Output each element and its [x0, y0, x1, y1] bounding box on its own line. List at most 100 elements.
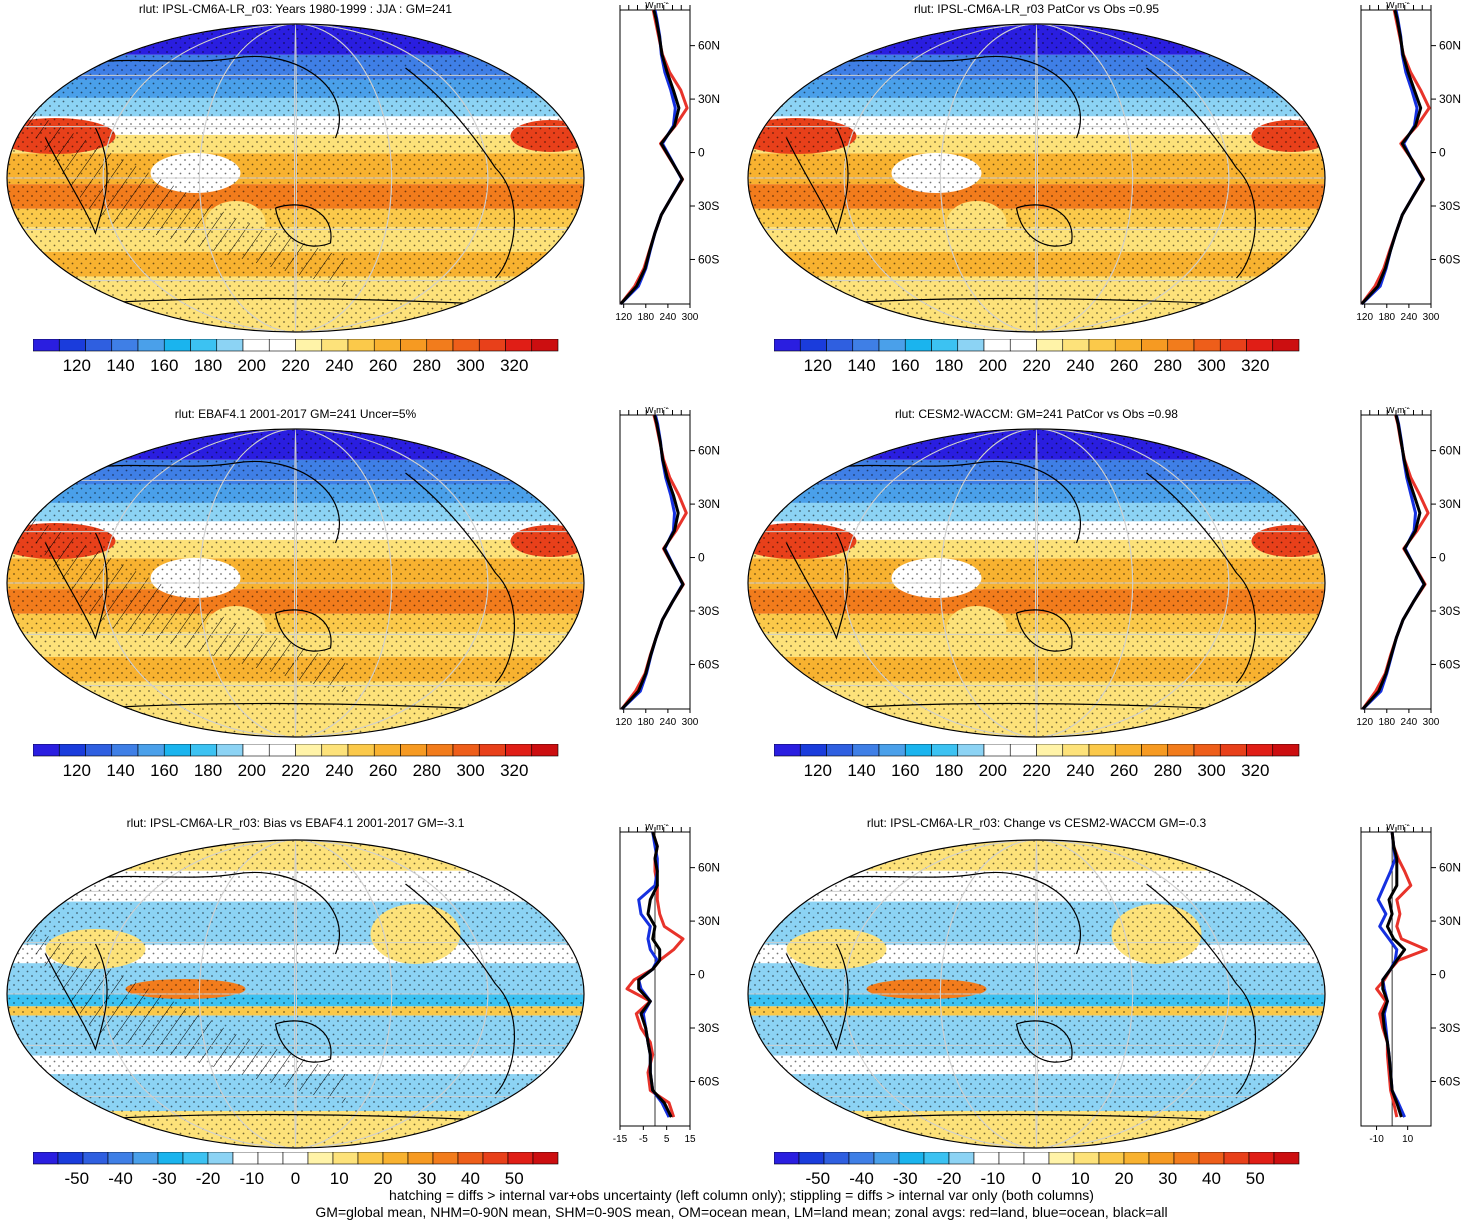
colorbar-tick-label: 120 [804, 356, 832, 375]
profile-unit: W m-2 [645, 2, 669, 10]
colorbar-swatch [1088, 744, 1116, 757]
colorbar-swatch [774, 1152, 800, 1165]
hatching-region [7, 914, 346, 1104]
profile-frame [1360, 9, 1432, 305]
profile-line-all [1381, 831, 1407, 1118]
zonal-profile: W m-2 60N 30N 0 30S 60S 120 180 240 300 [1356, 2, 1461, 323]
panel-title: rlut: IPSL-CM6A-LR_r03: Change vs CESM2-… [866, 816, 1207, 830]
lat-tick-label: 30N [698, 92, 720, 106]
colorbar-swatch [432, 1152, 459, 1165]
colorbar-swatch [1246, 744, 1274, 757]
zonal-profile: W m-2 60N 30N 0 30S 60S -10 10 [1360, 824, 1461, 1145]
colorbar-swatch [33, 1152, 59, 1165]
profile-line-ocean [1360, 9, 1425, 306]
colorbar-swatch [1062, 339, 1090, 352]
colorbar-tick-label: 200 [979, 761, 1007, 780]
profile-frame [619, 9, 691, 305]
profile-x-tick-label: 240 [1401, 312, 1418, 323]
colorbar-swatch [1023, 1152, 1050, 1165]
colorbar-tick-label: 220 [281, 761, 309, 780]
profile-line-land [620, 414, 688, 710]
colorbar-swatch [242, 339, 270, 352]
zonal-profile: W m-2 60N 30N 0 30S 60S 120 180 240 300 [615, 2, 720, 323]
colorbar-swatch [1273, 1152, 1300, 1165]
colorbar-swatch [904, 744, 932, 757]
lat-tick-label: 0 [698, 551, 705, 565]
colorbar-tick-label: 260 [1110, 356, 1138, 375]
profile-x-tick-label: -5 [639, 1134, 648, 1145]
colorbar-swatch [452, 339, 480, 352]
profile-x-tick-label: 180 [637, 717, 654, 728]
profile-line-ocean [1361, 414, 1426, 711]
colorbar-swatch [216, 744, 244, 757]
colorbar-swatch [426, 339, 454, 352]
colorbar-swatch [1141, 744, 1169, 757]
colorbar-tick-label: 10 [1071, 1169, 1090, 1188]
lat-tick-label: 0 [698, 968, 705, 982]
profile-line-all [1360, 9, 1425, 306]
colorbar-tick-label: 260 [369, 761, 397, 780]
colorbar-swatch [1062, 744, 1090, 757]
colorbar-tick-label: 50 [1246, 1169, 1265, 1188]
colorbar-tick-label: 300 [1197, 761, 1225, 780]
map-field [7, 24, 584, 332]
profile-x-tick-label: 300 [682, 312, 699, 323]
colorbar: -50 -40 -30 -20 -10 0 10 20 30 40 50 [774, 1152, 1300, 1188]
colorbar-swatch [321, 339, 349, 352]
colorbar-tick-label: 300 [1197, 356, 1225, 375]
colorbar-tick-label: 50 [505, 1169, 524, 1188]
colorbar-tick-label: 160 [150, 761, 178, 780]
profile-line-ocean [619, 9, 684, 306]
colorbar-tick-label: 40 [461, 1169, 480, 1188]
colorbar-tick-label: 260 [1110, 761, 1138, 780]
map-field [7, 429, 584, 737]
colorbar-tick-label: 220 [281, 356, 309, 375]
lat-tick-label: 0 [1439, 551, 1446, 565]
colorbar-swatch [1173, 1152, 1200, 1165]
colorbar-swatch [1148, 1152, 1175, 1165]
colorbar-swatch [216, 339, 244, 352]
lat-tick-label: 30N [1439, 914, 1461, 928]
colorbar-tick-label: 280 [413, 761, 441, 780]
colorbar-swatch [1088, 339, 1116, 352]
colorbar-swatch [232, 1152, 259, 1165]
profile-x-tick-label: 300 [1423, 312, 1440, 323]
profile-x-tick-label: 10 [1402, 1134, 1414, 1145]
colorbar-tick-label: 120 [63, 761, 91, 780]
panel-title: rlut: IPSL-CM6A-LR_r03: Bias vs EBAF4.1 … [126, 816, 465, 830]
colorbar-swatch [347, 339, 375, 352]
lat-tick-label: 60N [1439, 861, 1461, 875]
colorbar-tick-label: -50 [805, 1169, 830, 1188]
colorbar: 120 140 160 180 200 220 240 260 280 300 320 [33, 744, 559, 780]
profile-x-tick-label: 120 [1356, 312, 1373, 323]
colorbar-tick-label: 320 [1241, 356, 1269, 375]
profile-line-land [619, 9, 689, 305]
colorbar-swatch [107, 1152, 134, 1165]
profile-x-tick-label: 240 [660, 717, 677, 728]
panel-title: rlut: EBAF4.1 2001-2017 GM=241 Uncer=5% [174, 407, 417, 421]
colorbar-swatch [382, 1152, 409, 1165]
map-plot [6, 23, 585, 333]
map-plot [747, 428, 1326, 738]
colorbar-tick-label: 240 [1066, 761, 1094, 780]
colorbar-tick-label: 0 [1032, 1169, 1041, 1188]
profile-x-tick-label: 300 [1423, 717, 1440, 728]
colorbar-swatch [799, 744, 827, 757]
colorbar-swatch [400, 744, 428, 757]
colorbar: 120 140 160 180 200 220 240 260 280 300 320 [33, 339, 559, 375]
lat-tick-label: 30N [698, 914, 720, 928]
colorbar-swatch [983, 744, 1011, 757]
colorbar-swatch [774, 744, 801, 757]
colorbar-tick-label: -20 [937, 1169, 962, 1188]
map-plot [747, 23, 1326, 333]
colorbar-swatch [998, 1152, 1025, 1165]
colorbar-swatch [931, 339, 959, 352]
colorbar: 120 140 160 180 200 220 240 260 280 300 320 [774, 339, 1300, 375]
profile-unit: W m-2 [1386, 824, 1410, 832]
hatching-region [7, 98, 346, 288]
lat-tick-label: 0 [698, 146, 705, 160]
colorbar-swatch [923, 1152, 950, 1165]
lat-tick-label: 30N [698, 497, 720, 511]
colorbar-swatch [1167, 744, 1195, 757]
colorbar-swatch [505, 339, 533, 352]
